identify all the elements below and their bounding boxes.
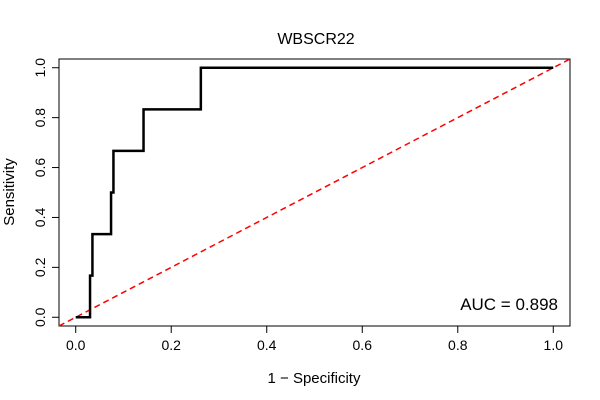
x-tick-label: 0.6 (353, 337, 373, 353)
y-tick-label: 1.0 (32, 58, 48, 78)
y-tick-label: 0.0 (32, 307, 48, 327)
x-axis-label: 1 − Specificity (268, 370, 361, 387)
y-tick-label: 0.6 (32, 158, 48, 178)
auc-annotation: AUC = 0.898 (460, 295, 558, 314)
y-tick-label: 0.8 (32, 108, 48, 128)
chart-title: WBSCR22 (277, 31, 354, 48)
y-axis: 0.0 0.2 0.4 0.6 0.8 1.0 (32, 58, 60, 327)
x-tick-label: 0.2 (161, 337, 181, 353)
x-tick-label: 1.0 (544, 337, 564, 353)
x-tick-label: 0.8 (448, 337, 468, 353)
x-axis: 0.0 0.2 0.4 0.6 0.8 1.0 (66, 325, 564, 353)
y-axis-label: Sensitivity (1, 158, 18, 226)
x-tick-label: 0.0 (66, 337, 86, 353)
y-tick-label: 0.4 (32, 208, 48, 228)
roc-curve-line (75, 66, 554, 319)
x-tick-label: 0.4 (257, 337, 277, 353)
reference-diagonal-line (58, 58, 571, 327)
series-layer (58, 58, 571, 327)
y-tick-label: 0.2 (32, 257, 48, 277)
